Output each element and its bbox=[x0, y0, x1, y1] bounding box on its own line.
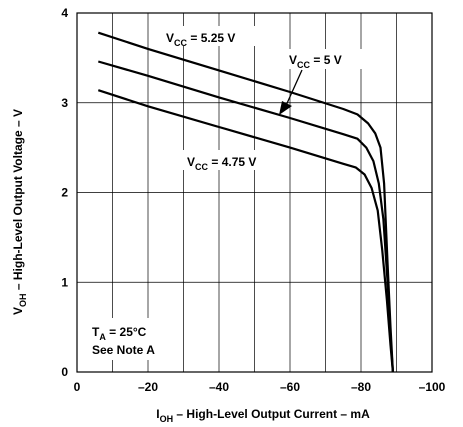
x-tick-label: –20 bbox=[138, 380, 158, 394]
series-line-2 bbox=[97, 89, 394, 373]
y-tick-label: 3 bbox=[61, 96, 68, 110]
y-tick-label: 0 bbox=[61, 365, 68, 379]
svg-text:VCC = 4.75 V: VCC = 4.75 V bbox=[187, 155, 256, 172]
x-tick-label: –80 bbox=[351, 380, 371, 394]
x-axis-title: IOH – High-Level Output Current – mA bbox=[156, 407, 370, 424]
series-lines bbox=[97, 31, 394, 373]
series-label-5p25: VCC = 5.25 V bbox=[162, 26, 264, 48]
series-line-0 bbox=[97, 31, 394, 373]
x-tick-label: –40 bbox=[209, 380, 229, 394]
svg-text:VCC = 5.25 V: VCC = 5.25 V bbox=[166, 31, 235, 48]
series-label-4p75: VCC = 4.75 V bbox=[183, 150, 285, 172]
annotation-arrow bbox=[279, 69, 303, 115]
temperature-label: TA = 25°C bbox=[92, 325, 147, 342]
y-tick-label: 1 bbox=[61, 275, 68, 289]
x-tick-label: –60 bbox=[280, 380, 300, 394]
plot-frame bbox=[76, 12, 433, 373]
tick-labels: 0 –20 –40 –60 –80 –100 0 1 2 3 4 bbox=[61, 6, 445, 394]
y-tick-label: 2 bbox=[61, 186, 68, 200]
series-label-5: VCC = 5 V bbox=[285, 49, 365, 70]
conditions-note: TA = 25°C See Note A bbox=[88, 318, 174, 360]
x-tick-label: 0 bbox=[74, 380, 81, 394]
svg-text:VCC = 5 V: VCC = 5 V bbox=[289, 53, 342, 70]
x-tick-label: –100 bbox=[419, 380, 446, 394]
y-tick-label: 4 bbox=[61, 6, 68, 20]
y-axis-title: VOH – High-Level Output Voltage – V bbox=[11, 109, 28, 315]
series-line-1 bbox=[97, 60, 394, 373]
note-label: See Note A bbox=[92, 343, 155, 357]
